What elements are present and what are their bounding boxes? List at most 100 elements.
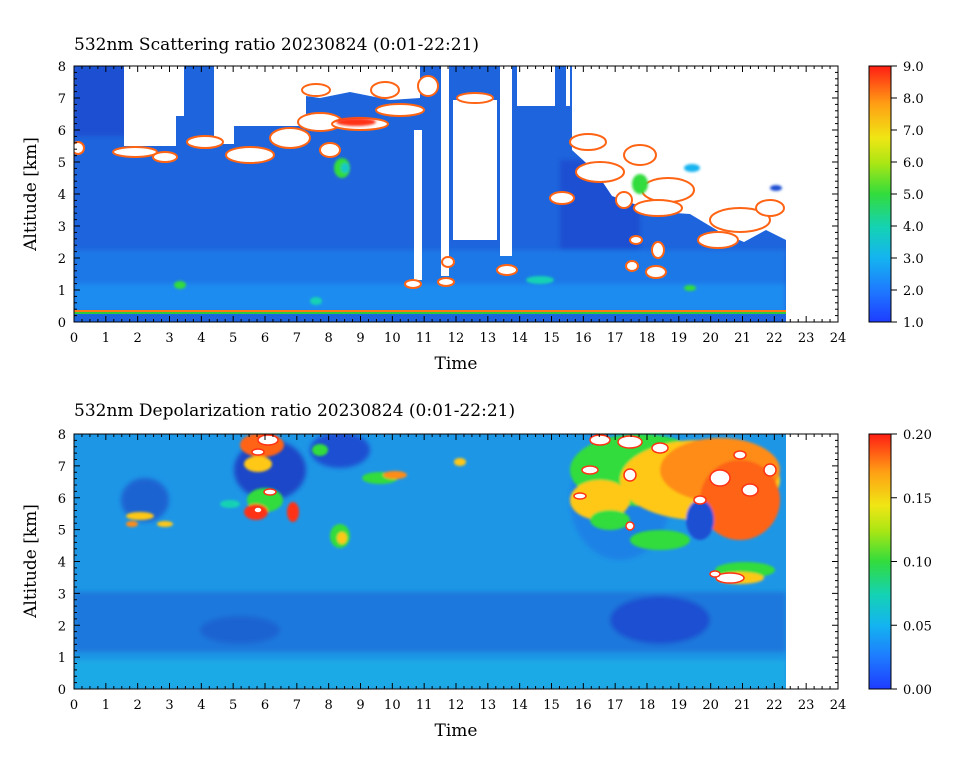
depolarization-x-tick-label: 12 <box>448 698 465 713</box>
depolarization-x-tick-label: 20 <box>702 698 719 713</box>
depolarization-x-tick-label: 19 <box>671 698 688 713</box>
depolarization-x-tick-label: 5 <box>229 698 237 713</box>
scattering-x-tick-label: 3 <box>165 331 173 346</box>
depolarization-y-tick-label: 7 <box>58 460 66 475</box>
sr-gaps <box>124 66 838 322</box>
scattering-x-tick-label: 6 <box>261 331 269 346</box>
scattering-colorbar-label: 1.0 <box>903 316 924 331</box>
sr-low-layer <box>74 250 786 284</box>
scattering-x-tick-label: 18 <box>639 331 656 346</box>
depolarization-x-tick-label: 22 <box>766 698 783 713</box>
scattering-y-tick-label: 4 <box>58 188 66 203</box>
scattering-x-tick-label: 21 <box>734 331 751 346</box>
depolarization-x-tick-label: 17 <box>607 698 624 713</box>
scattering-x-tick-label: 11 <box>416 331 433 346</box>
sr-clouds <box>74 75 785 305</box>
depolarization-x-tick-label: 10 <box>384 698 401 713</box>
scattering-x-tick-label: 10 <box>384 331 401 346</box>
scattering-y-tick-label: 1 <box>58 284 66 299</box>
depolarization-x-tick-label: 21 <box>734 698 751 713</box>
scattering-title: 532nm Scattering ratio 20230824 (0:01-22… <box>74 35 479 55</box>
scattering-x-tick-label: 7 <box>293 331 301 346</box>
scattering-x-tick-label: 24 <box>830 331 847 346</box>
depolarization-x-tick-label: 9 <box>356 698 364 713</box>
scattering-x-tick-label: 8 <box>325 331 333 346</box>
scattering-colorbar-label: 4.0 <box>903 220 924 235</box>
dr-saturated-spots <box>251 434 777 584</box>
depolarization-x-tick-label: 15 <box>543 698 560 713</box>
depolarization-x-tick-label: 6 <box>261 698 269 713</box>
scattering-colorbar-labels: 1.0 2.0 3.0 4.0 5.0 6.0 7.0 8.0 9.0 <box>891 60 924 331</box>
depolarization-x-tick-label: 11 <box>416 698 433 713</box>
depolarization-y-tick-label: 8 <box>58 428 66 443</box>
scattering-colorbar-label: 2.0 <box>903 284 924 299</box>
depolarization-x-tick-label: 24 <box>830 698 847 713</box>
depolarization-ratio-panel: 532nm Depolarization ratio 20230824 (0:0… <box>21 401 932 741</box>
scattering-y-tick-label: 8 <box>58 60 66 75</box>
depolarization-heatmap <box>74 434 838 689</box>
depolarization-x-tick-label: 4 <box>197 698 205 713</box>
scattering-colorbar-label: 5.0 <box>903 188 924 203</box>
depolarization-y-tick-label: 2 <box>58 619 66 634</box>
depolarization-y-tick-label: 1 <box>58 651 66 666</box>
depolarization-colorbar-labels: 0.00 0.05 0.10 0.15 0.20 <box>891 428 932 698</box>
scattering-heatmap <box>74 66 838 322</box>
depolarization-y-tick-label: 3 <box>58 587 66 602</box>
depolarization-x-tick-label: 13 <box>480 698 497 713</box>
scattering-x-tick-label: 9 <box>356 331 364 346</box>
depolarization-y-tick-labels: 0 1 2 3 4 5 6 7 8 <box>58 428 66 698</box>
scattering-y-tick-label: 0 <box>58 316 66 331</box>
scattering-x-tick-label: 19 <box>671 331 688 346</box>
depolarization-x-tick-label: 0 <box>70 698 78 713</box>
scattering-x-tick-label: 16 <box>575 331 592 346</box>
depolarization-ticks <box>73 433 839 690</box>
depolarization-x-tick-label: 8 <box>325 698 333 713</box>
scattering-x-tick-label: 20 <box>702 331 719 346</box>
scattering-x-tick-label: 13 <box>480 331 497 346</box>
depolarization-y-tick-label: 4 <box>58 556 66 571</box>
scattering-y-tick-label: 6 <box>58 124 66 139</box>
scattering-x-tick-label: 14 <box>511 331 528 346</box>
depolarization-x-tick-label: 7 <box>293 698 301 713</box>
scattering-y-tick-label: 3 <box>58 220 66 235</box>
depolarization-x-tick-labels: 0 1 2 3 4 5 6 7 8 9 10 11 12 13 14 15 16 17 18 19 20 21 22 23 24 <box>70 698 846 713</box>
depolarization-colorbar-label: 0.05 <box>903 619 932 634</box>
scattering-colorbar-label: 7.0 <box>903 124 924 139</box>
scattering-x-tick-labels: 0 1 2 3 4 5 6 7 8 9 10 11 12 13 14 15 16 17 18 19 20 21 22 23 24 <box>70 331 846 346</box>
depolarization-x-axis-title: Time <box>435 721 478 741</box>
depolarization-x-tick-label: 1 <box>102 698 110 713</box>
depolarization-y-tick-label: 6 <box>58 492 66 507</box>
scattering-colorbar-label: 9.0 <box>903 60 924 75</box>
scattering-y-tick-label: 5 <box>58 156 66 171</box>
dr-surface-band <box>74 660 786 689</box>
depolarization-x-tick-label: 18 <box>639 698 656 713</box>
depolarization-y-axis-title: Altitude [km] <box>21 504 41 619</box>
scattering-x-tick-label: 0 <box>70 331 78 346</box>
scattering-x-tick-label: 4 <box>197 331 205 346</box>
scattering-colorbar-label: 6.0 <box>903 156 924 171</box>
sr-surface-line2 <box>74 312 786 314</box>
depolarization-colorbar-label: 0.15 <box>903 492 932 507</box>
scattering-x-tick-label: 15 <box>543 331 560 346</box>
scattering-x-tick-label: 12 <box>448 331 465 346</box>
scattering-y-tick-labels: 0 1 2 3 4 5 6 7 8 <box>58 60 66 331</box>
scattering-x-axis-title: Time <box>435 354 478 374</box>
sr-near-surface-layer <box>74 282 786 312</box>
scattering-x-tick-label: 1 <box>102 331 110 346</box>
depolarization-colorbar <box>868 433 892 690</box>
depolarization-colorbar-label: 0.20 <box>903 428 932 443</box>
scattering-y-tick-label: 7 <box>58 92 66 107</box>
depolarization-colorbar-label: 0.00 <box>903 683 932 698</box>
depolarization-x-tick-label: 3 <box>165 698 173 713</box>
dr-no-data-region <box>786 434 838 689</box>
scattering-x-tick-label: 23 <box>798 331 815 346</box>
depolarization-colorbar-label: 0.10 <box>903 556 932 571</box>
depolarization-x-tick-label: 16 <box>575 698 592 713</box>
scattering-x-tick-label: 17 <box>607 331 624 346</box>
depolarization-x-tick-label: 14 <box>511 698 528 713</box>
scattering-colorbar-label: 8.0 <box>903 92 924 107</box>
scattering-x-tick-label: 2 <box>134 331 142 346</box>
scattering-ticks <box>73 65 839 323</box>
depolarization-x-tick-label: 23 <box>798 698 815 713</box>
